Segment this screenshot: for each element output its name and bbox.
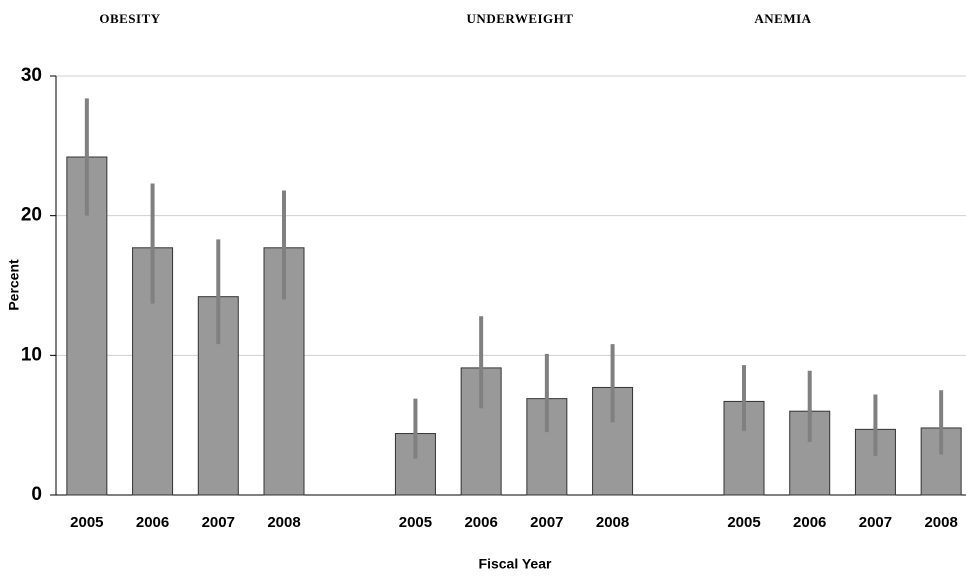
y-tick-label: 0 bbox=[31, 484, 42, 505]
x-tick-label: 2006 bbox=[464, 514, 497, 531]
y-tick-label: 10 bbox=[21, 344, 42, 365]
x-axis-label: Fiscal Year bbox=[479, 556, 552, 572]
x-tick-label: 2008 bbox=[924, 514, 957, 531]
y-axis-label: Percent bbox=[6, 259, 22, 311]
x-tick-label: 2006 bbox=[793, 514, 826, 531]
group-label: UNDERWEIGHT bbox=[467, 11, 574, 26]
x-tick-label: 2008 bbox=[596, 514, 629, 531]
y-tick-label: 20 bbox=[21, 205, 42, 226]
x-tick-label: 2007 bbox=[202, 514, 235, 531]
x-tick-label: 2005 bbox=[399, 514, 432, 531]
x-tick-label: 2006 bbox=[136, 514, 169, 531]
x-tick-label: 2005 bbox=[727, 514, 760, 531]
y-tick-label: 30 bbox=[21, 65, 42, 86]
x-tick-label: 2008 bbox=[267, 514, 300, 531]
group-label: OBESITY bbox=[99, 11, 160, 26]
group-label: ANEMIA bbox=[754, 11, 811, 26]
x-tick-label: 2005 bbox=[70, 514, 103, 531]
x-tick-label: 2007 bbox=[859, 514, 892, 531]
x-tick-label: 2007 bbox=[530, 514, 563, 531]
